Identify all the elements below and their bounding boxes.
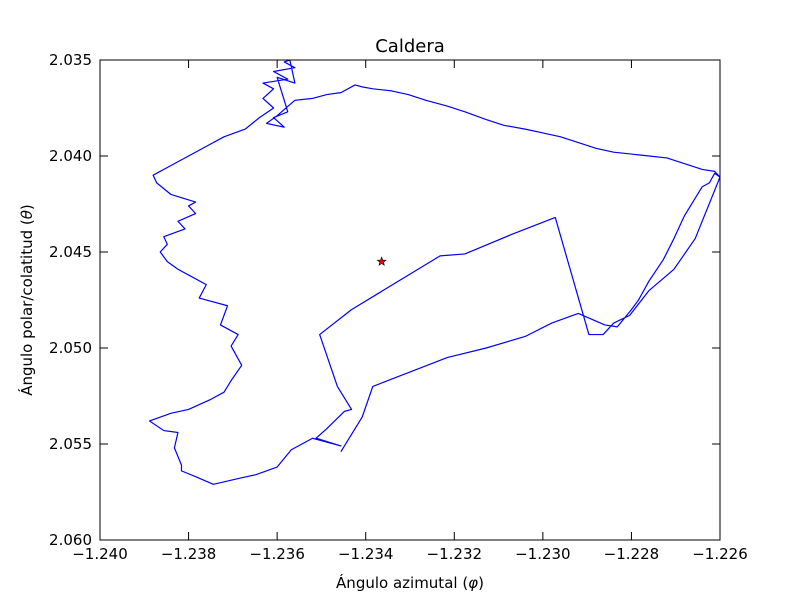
x-tick-label: −1.236	[249, 545, 305, 563]
y-axis-label-text: Ángulo polar/colatitud (	[17, 219, 36, 396]
x-axis-label: Ángulo azimutal (φ)	[336, 573, 484, 592]
y-axis-label-close: )	[18, 204, 36, 210]
chart-title: Caldera	[375, 36, 445, 57]
x-tick-label: −1.228	[604, 545, 660, 563]
plot-area: −1.240 −1.238 −1.236 −1.234 −1.232 −1.230 −1.2…	[49, 51, 748, 563]
x-tick-label: −1.232	[427, 545, 483, 563]
y-axis-label-symbol: θ	[18, 210, 36, 219]
y-tick-label: 2.050	[49, 339, 92, 357]
y-ticks: 2.035 2.040 2.045 2.050 2.055 2.060	[49, 51, 720, 549]
x-tick-label: −1.234	[338, 545, 394, 563]
x-ticks: −1.240 −1.238 −1.236 −1.234 −1.232 −1.230 −1.2…	[72, 60, 748, 563]
center-star-marker	[376, 256, 387, 266]
x-tick-label: −1.230	[515, 545, 571, 563]
x-tick-label: −1.238	[161, 545, 217, 563]
caldera-outline-line	[149, 60, 720, 485]
x-axis-label-text: Ángulo azimutal (	[336, 573, 468, 592]
y-tick-label: 2.040	[49, 147, 92, 165]
y-tick-label: 2.055	[49, 435, 92, 453]
x-tick-label: −1.240	[72, 545, 128, 563]
y-tick-label: 2.045	[49, 243, 92, 261]
series-layer	[149, 60, 720, 485]
plot-background	[100, 60, 720, 540]
x-axis-label-symbol: φ	[468, 574, 478, 592]
x-axis-label-close: )	[478, 574, 484, 592]
y-tick-label: 2.060	[49, 531, 92, 549]
y-axis-label: Ángulo polar/colatitud (θ)	[17, 204, 36, 396]
plot-frame	[99, 59, 721, 541]
x-tick-label: −1.226	[692, 545, 748, 563]
y-tick-label: 2.035	[49, 51, 92, 69]
